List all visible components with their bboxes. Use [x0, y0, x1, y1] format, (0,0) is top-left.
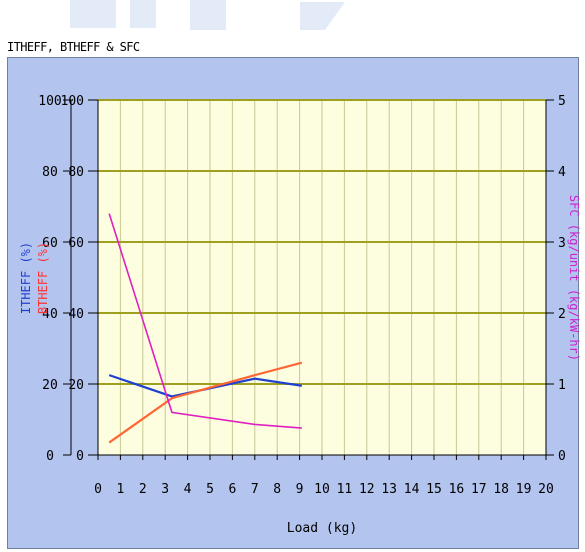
y-tick-label-ithef: 20: [42, 378, 58, 393]
y-tick-label-btheff: 20: [68, 378, 84, 393]
y-tick-label-btheff: 100: [61, 94, 84, 109]
x-tick-label: 4: [184, 482, 192, 497]
x-tick-label: 9: [296, 482, 304, 497]
x-tick-label: 18: [493, 482, 509, 497]
y-tick-label-btheff: 60: [68, 236, 84, 251]
x-tick-label: 14: [404, 482, 420, 497]
y-tick-label-sfc: 1: [558, 378, 566, 393]
ticks: 0 1 2 3 4 5 6 7 8 9 10 11 12 13 14 15 16 17 18 19 200 020 2040…: [38, 94, 566, 497]
y-axis-label-ithef: ITHEFF (%): [19, 242, 33, 314]
x-tick-label: 5: [206, 482, 214, 497]
y-axis-label-btheff: BTHEFF (%): [36, 242, 50, 314]
y-tick-label-sfc: 3: [558, 236, 566, 251]
series-group: [108, 213, 303, 444]
watermark: [70, 0, 345, 30]
x-tick-label: 1: [116, 482, 124, 497]
chart-title: ITHEFF, BTHEFF & SFC: [7, 40, 140, 54]
x-tick-label: 7: [251, 482, 259, 497]
x-tick-label: 19: [516, 482, 532, 497]
x-tick-label: 15: [426, 482, 442, 497]
x-tick-label: 0: [94, 482, 102, 497]
x-tick-label: 13: [381, 482, 397, 497]
y-tick-label-ithef: 80: [42, 165, 58, 180]
y-tick-label-sfc: 4: [558, 165, 566, 180]
y-tick-label-sfc: 5: [558, 94, 566, 109]
x-tick-label: 10: [314, 482, 330, 497]
x-tick-label: 20: [538, 482, 554, 497]
x-tick-label: 16: [449, 482, 465, 497]
y-tick-label-ithef: 100: [38, 94, 61, 109]
x-tick-label: 12: [359, 482, 375, 497]
y-tick-label-btheff: 80: [68, 165, 84, 180]
x-tick-label: 17: [471, 482, 487, 497]
y-axis-label-sfc: SFC (kg/unit (kg/kW-hr): [567, 195, 581, 361]
series-line-sfc: [108, 213, 302, 429]
x-tick-label: 8: [273, 482, 281, 497]
y-tick-label-btheff: 40: [68, 307, 84, 322]
y-tick-label-ithef: 60: [42, 236, 58, 251]
x-axis-label: Load (kg): [287, 521, 357, 536]
y-tick-label-sfc: 0: [558, 449, 566, 464]
x-tick-label: 2: [139, 482, 147, 497]
y-tick-label-ithef: 0: [46, 449, 54, 464]
series-line-btheff: [108, 361, 303, 444]
x-tick-label: 11: [337, 482, 353, 497]
y-tick-label-ithef: 40: [42, 307, 58, 322]
y-tick-label-sfc: 2: [558, 307, 566, 322]
y-tick-label-btheff: 0: [76, 449, 84, 464]
x-tick-label: 6: [228, 482, 236, 497]
x-tick-label: 3: [161, 482, 169, 497]
